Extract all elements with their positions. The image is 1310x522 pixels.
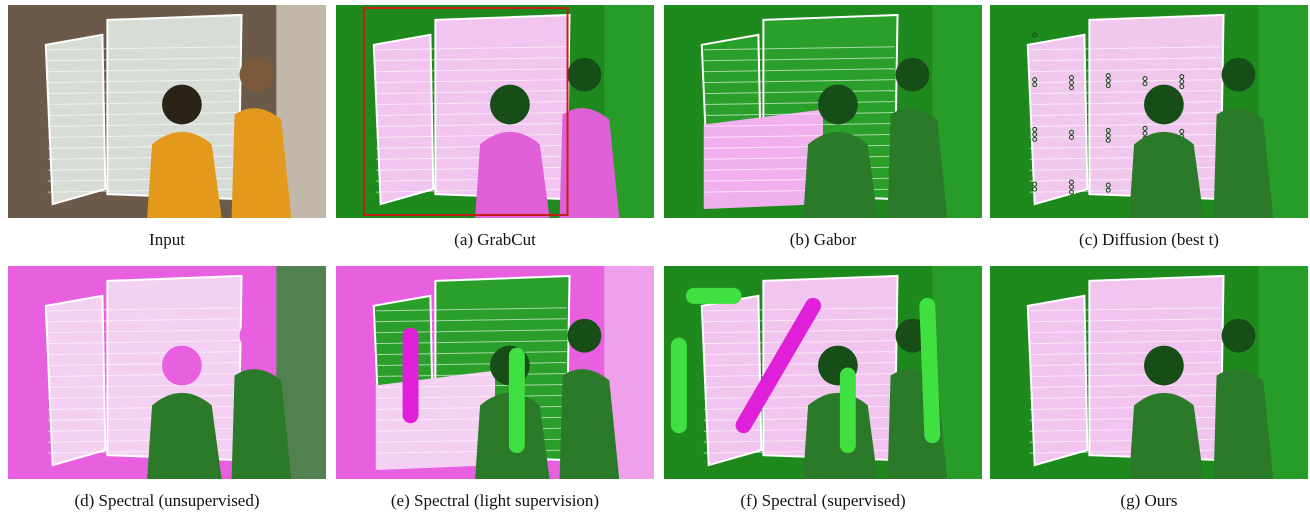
panel: (b) Gabor	[664, 5, 982, 250]
panel-image	[990, 266, 1308, 479]
panel-image	[664, 266, 982, 479]
panel-image	[664, 5, 982, 218]
monk-head	[1222, 58, 1256, 92]
caption: (g) Ours	[990, 491, 1308, 511]
monk-head	[568, 58, 602, 92]
monk-head	[1144, 346, 1184, 386]
caption: (e) Spectral (light supervision)	[336, 491, 654, 511]
panel: (f) Spectral (supervised)	[664, 266, 982, 511]
page: Input (a) GrabCut (b) Gabor (c) Diffusion (…	[0, 0, 1310, 522]
caption: (c) Diffusion (best t)	[990, 230, 1308, 250]
monk-body	[147, 393, 222, 479]
panel: (e) Spectral (light supervision)	[336, 266, 654, 511]
caption: (a) GrabCut	[336, 230, 654, 250]
monk-body	[475, 132, 550, 218]
panel: Input	[8, 5, 326, 250]
monk-body	[1129, 132, 1204, 218]
panel: (g) Ours	[990, 266, 1308, 511]
caption: (b) Gabor	[664, 230, 982, 250]
panel-image	[8, 5, 326, 218]
panel: (d) Spectral (unsupervised)	[8, 266, 326, 511]
monk-head	[1144, 85, 1184, 125]
monk-head	[240, 58, 274, 92]
caption: (d) Spectral (unsupervised)	[8, 491, 326, 511]
panel-image	[336, 5, 654, 218]
scribble	[927, 306, 932, 435]
monk-head	[240, 319, 274, 353]
monk-body	[147, 132, 222, 218]
monk-body	[803, 132, 878, 218]
caption: (f) Spectral (supervised)	[664, 491, 982, 511]
monk-head	[1222, 319, 1256, 353]
caption: Input	[8, 230, 326, 250]
panel-image	[8, 266, 326, 479]
monk-body	[1129, 393, 1204, 479]
panel: (a) GrabCut	[336, 5, 654, 250]
panel-image	[336, 266, 654, 479]
monk-head	[568, 319, 602, 353]
monk-head	[490, 85, 530, 125]
monk-head	[162, 85, 202, 125]
monk-head	[818, 85, 858, 125]
panel-image	[990, 5, 1308, 218]
panel: (c) Diffusion (best t)	[990, 5, 1308, 250]
monk-head	[896, 58, 930, 92]
monk-head	[162, 346, 202, 386]
